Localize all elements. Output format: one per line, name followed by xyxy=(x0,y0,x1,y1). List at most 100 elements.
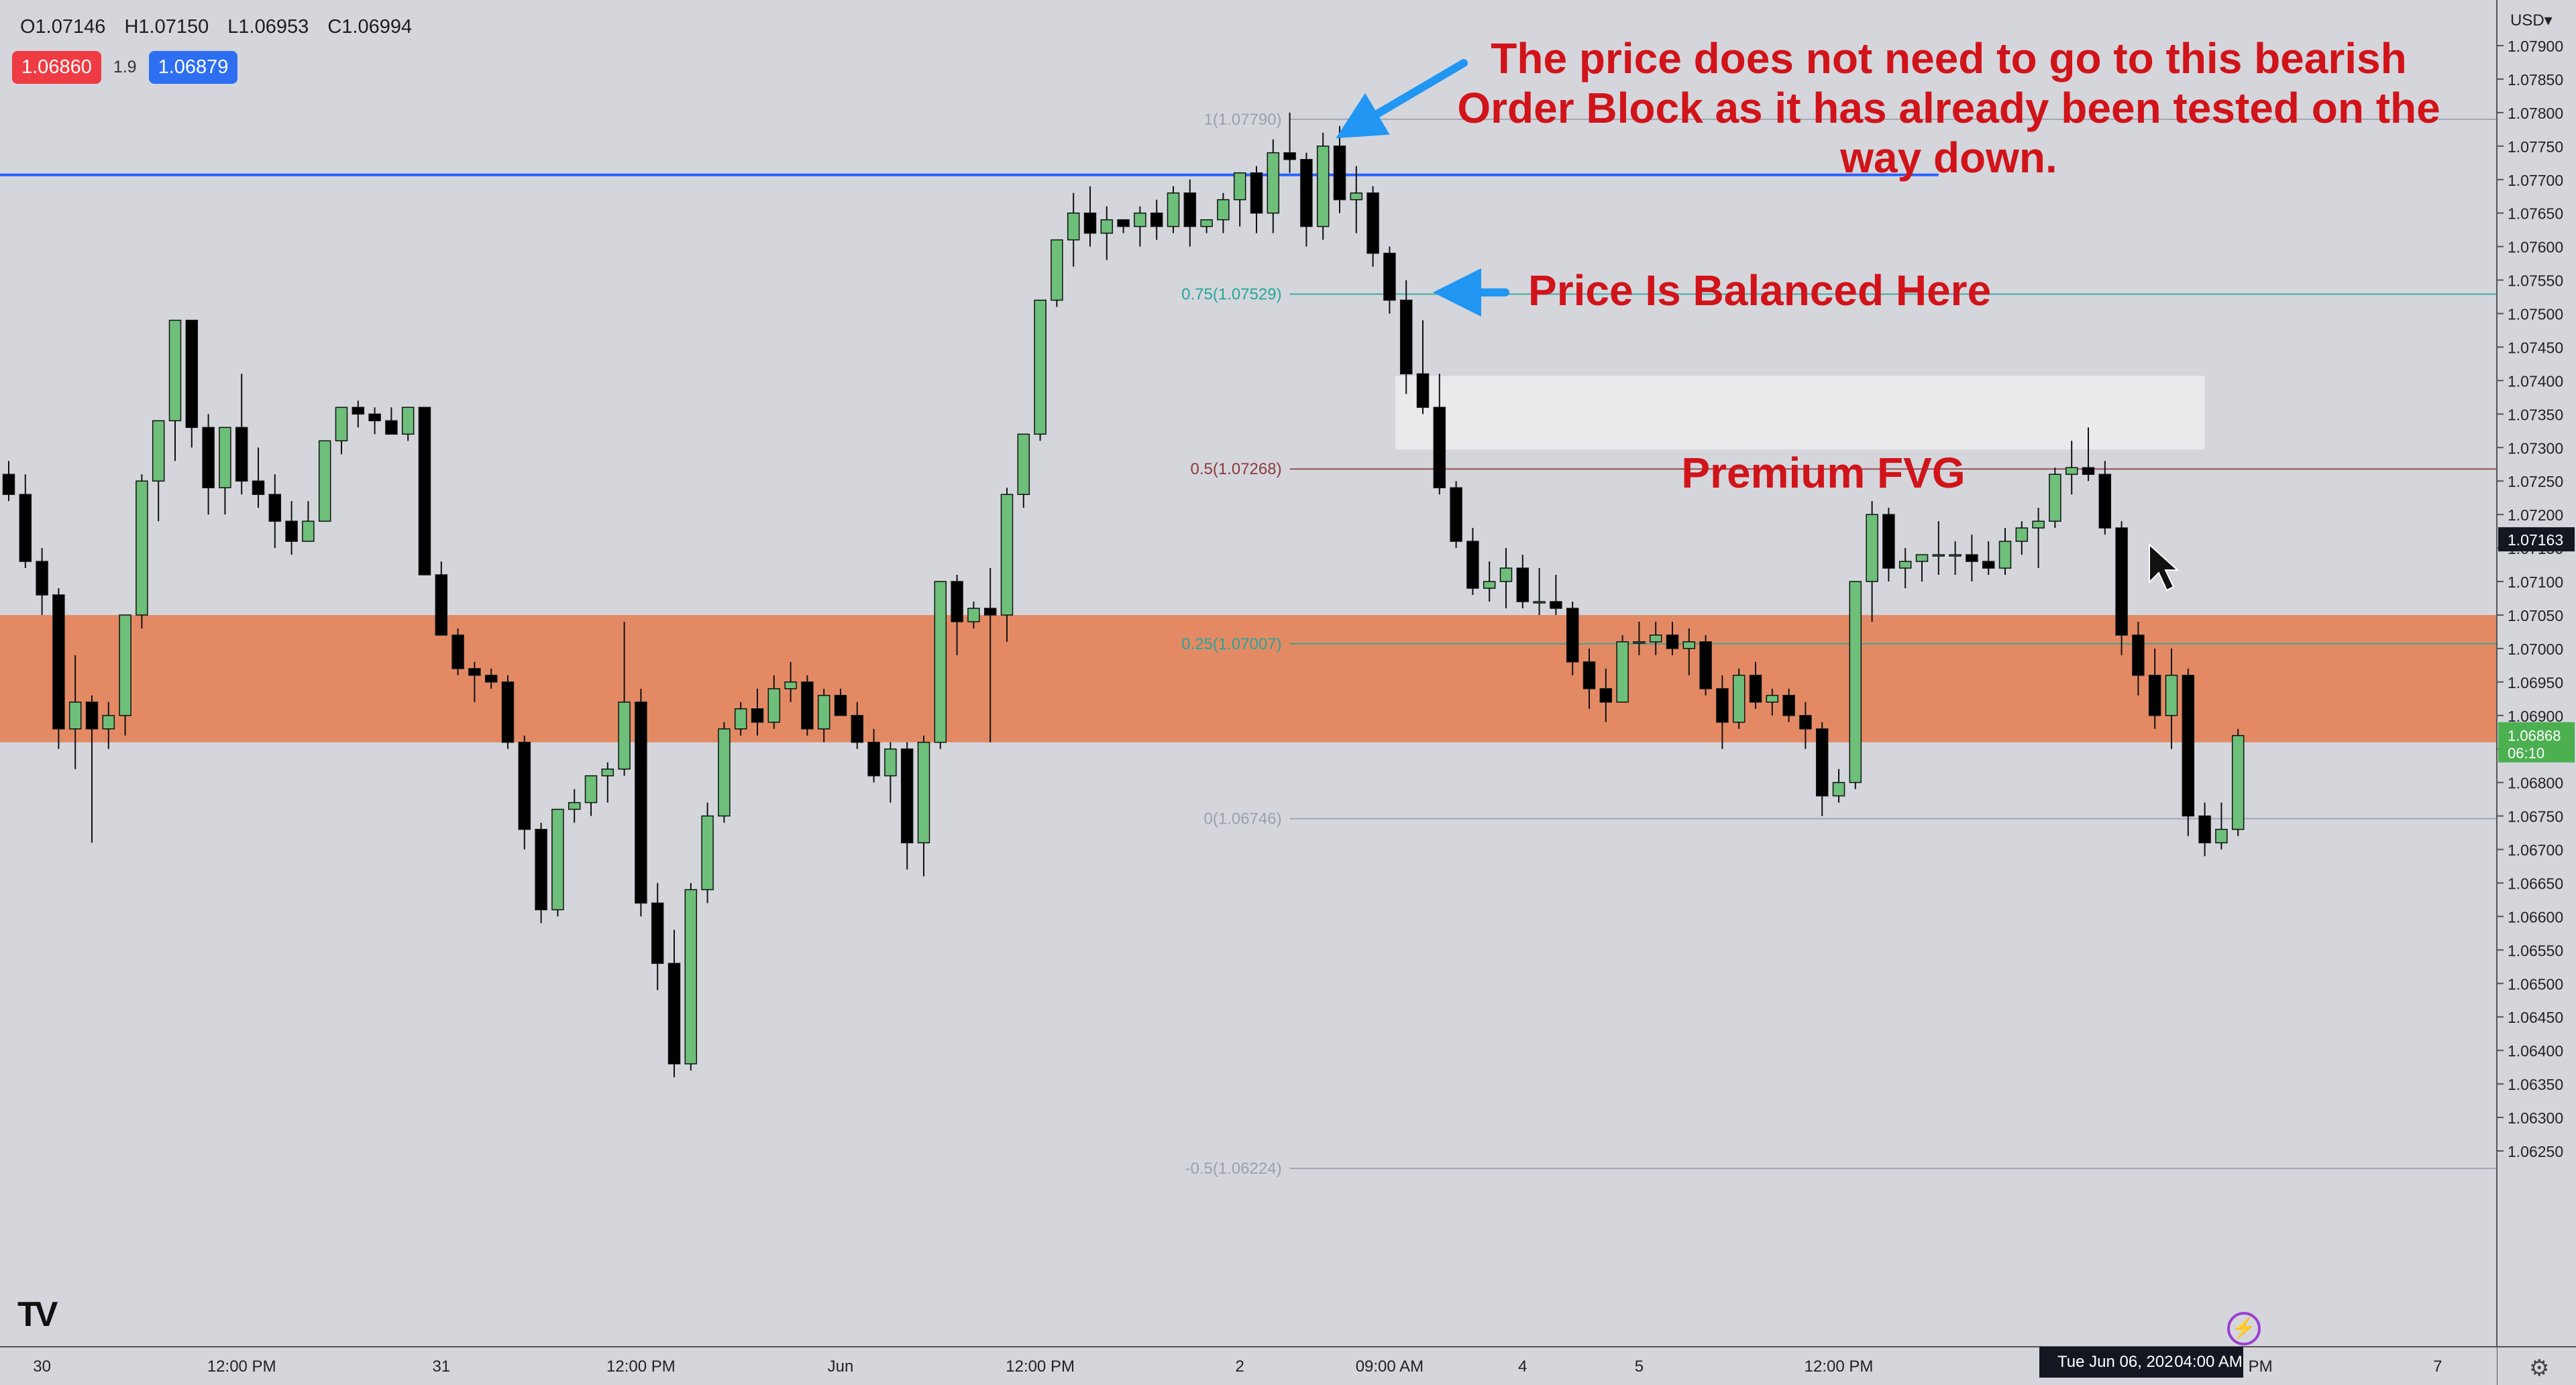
time-tick-label: 12:00 PM xyxy=(1006,1358,1075,1376)
bull-candle xyxy=(1866,514,1878,582)
bull-candle xyxy=(718,728,731,817)
price-tick-label: 1.07600 xyxy=(2508,239,2563,256)
bull-candle xyxy=(1350,192,1363,201)
bull-candle xyxy=(1167,192,1180,227)
price-tick-label: 1.06900 xyxy=(2508,708,2563,725)
bull-candle xyxy=(1832,781,1845,797)
bear-candle xyxy=(285,520,298,542)
price-tick-label: 1.07200 xyxy=(2508,506,2563,524)
gear-icon[interactable]: ⚙ xyxy=(2529,1355,2550,1381)
time-tick-label: 12:00 PM xyxy=(606,1358,676,1376)
price-tick-label: 1.07350 xyxy=(2508,406,2563,423)
bull-candle xyxy=(601,768,614,777)
fib-label: -0.5(1.06224) xyxy=(1185,1160,1282,1178)
bull-candle xyxy=(152,420,165,482)
bear-candle xyxy=(352,406,365,415)
bear-candle xyxy=(85,702,99,730)
bear-candle xyxy=(235,427,248,482)
spread-value: 1.9 xyxy=(113,58,137,76)
bear-candle xyxy=(52,594,65,730)
lightning-icon[interactable]: ⚡ xyxy=(2227,1312,2261,1345)
bull-candle xyxy=(1849,581,1862,783)
fvg-label: Premium FVG xyxy=(1681,449,1966,497)
bear-candle xyxy=(801,681,814,730)
bear-candle xyxy=(1782,695,1795,716)
time-tick-label: 5 xyxy=(1635,1358,1644,1376)
price-tick-label: 1.06650 xyxy=(2508,875,2563,892)
bull-candle xyxy=(1267,152,1280,214)
close-value: C1.06994 xyxy=(327,16,413,38)
bear-candle xyxy=(834,695,847,716)
bear-candle xyxy=(368,413,381,422)
bear-candle xyxy=(983,608,997,616)
bear-candle xyxy=(1283,152,1296,160)
price-tick-label: 1.06950 xyxy=(2508,674,2563,691)
price-tick-label: 1.07900 xyxy=(2508,38,2563,55)
bear-candle xyxy=(851,715,864,743)
bull-candle xyxy=(684,889,698,1064)
bull-candle xyxy=(1217,199,1230,221)
bear-candle xyxy=(2,474,15,495)
price-tick-label: 1.06600 xyxy=(2508,908,2563,926)
bear-candle xyxy=(2115,527,2128,636)
bear-candle xyxy=(1466,541,1479,589)
price-tick-label: 1.07100 xyxy=(2508,573,2563,591)
price-axis-panel xyxy=(2497,0,2576,1385)
bear-candle xyxy=(468,668,481,676)
fib-label: 0.75(1.07529) xyxy=(1181,286,1281,304)
bull-candle xyxy=(1483,581,1496,589)
bull-candle xyxy=(302,520,315,542)
bull-candle xyxy=(102,715,115,730)
price-tick-label: 1.07650 xyxy=(2508,205,2563,223)
bear-candle xyxy=(418,406,431,575)
price-tick-label: 1.07450 xyxy=(2508,339,2563,356)
bull-candle xyxy=(119,614,131,716)
bear-candle xyxy=(1183,192,1197,227)
bear-candle xyxy=(1250,172,1263,214)
quote-row: 1.06860 1.9 1.06879 xyxy=(12,51,238,84)
bear-candle xyxy=(2082,467,2095,475)
bull-candle xyxy=(1533,601,1546,604)
countdown-label: 06:10 xyxy=(2508,745,2544,762)
currency-selector[interactable]: USD▾ xyxy=(2510,11,2553,30)
bear-candle xyxy=(1716,688,1729,723)
order-block-annotation: The price does not need to go to this be… xyxy=(1457,34,2440,182)
bull-candle xyxy=(1898,561,1912,569)
bull-candle xyxy=(2032,520,2045,529)
bear-candle xyxy=(1366,192,1379,254)
sell-button[interactable]: 1.06860 xyxy=(12,51,101,84)
bear-candle xyxy=(535,828,547,911)
bear-candle xyxy=(1799,715,1812,730)
buy-button[interactable]: 1.06879 xyxy=(148,51,238,84)
fib-label: 0.25(1.07007) xyxy=(1181,635,1281,653)
price-tick-label: 1.06700 xyxy=(2508,842,2563,859)
bear-candle xyxy=(202,427,215,488)
bear-candle xyxy=(2132,634,2145,676)
bear-candle xyxy=(1566,608,1579,663)
time-tick-label: 30 xyxy=(33,1358,51,1376)
bull-candle xyxy=(1499,567,1513,582)
bull-candle xyxy=(817,695,830,730)
bear-candle xyxy=(1117,219,1130,227)
bull-candle xyxy=(734,708,747,730)
bear-candle xyxy=(451,634,464,669)
bull-candle xyxy=(2065,467,2078,475)
bear-candle xyxy=(385,420,398,435)
cursor-icon xyxy=(2149,543,2180,592)
bull-candle xyxy=(1633,641,1646,644)
bear-candle xyxy=(1550,601,1562,609)
bull-candle xyxy=(68,702,82,730)
bull-candle xyxy=(1017,433,1030,495)
bull-candle xyxy=(1915,554,1929,562)
bull-candle xyxy=(551,808,564,911)
price-tick-label: 1.07550 xyxy=(2508,272,2563,290)
bear-candle xyxy=(268,494,282,522)
fvg-box xyxy=(1395,376,2205,450)
price-tick-label: 1.06400 xyxy=(2508,1042,2563,1060)
fib-label: 1(1.07790) xyxy=(1204,111,1282,129)
bear-candle xyxy=(667,962,681,1064)
bear-candle xyxy=(185,319,199,429)
price-tick-label: 1.07750 xyxy=(2508,138,2563,156)
